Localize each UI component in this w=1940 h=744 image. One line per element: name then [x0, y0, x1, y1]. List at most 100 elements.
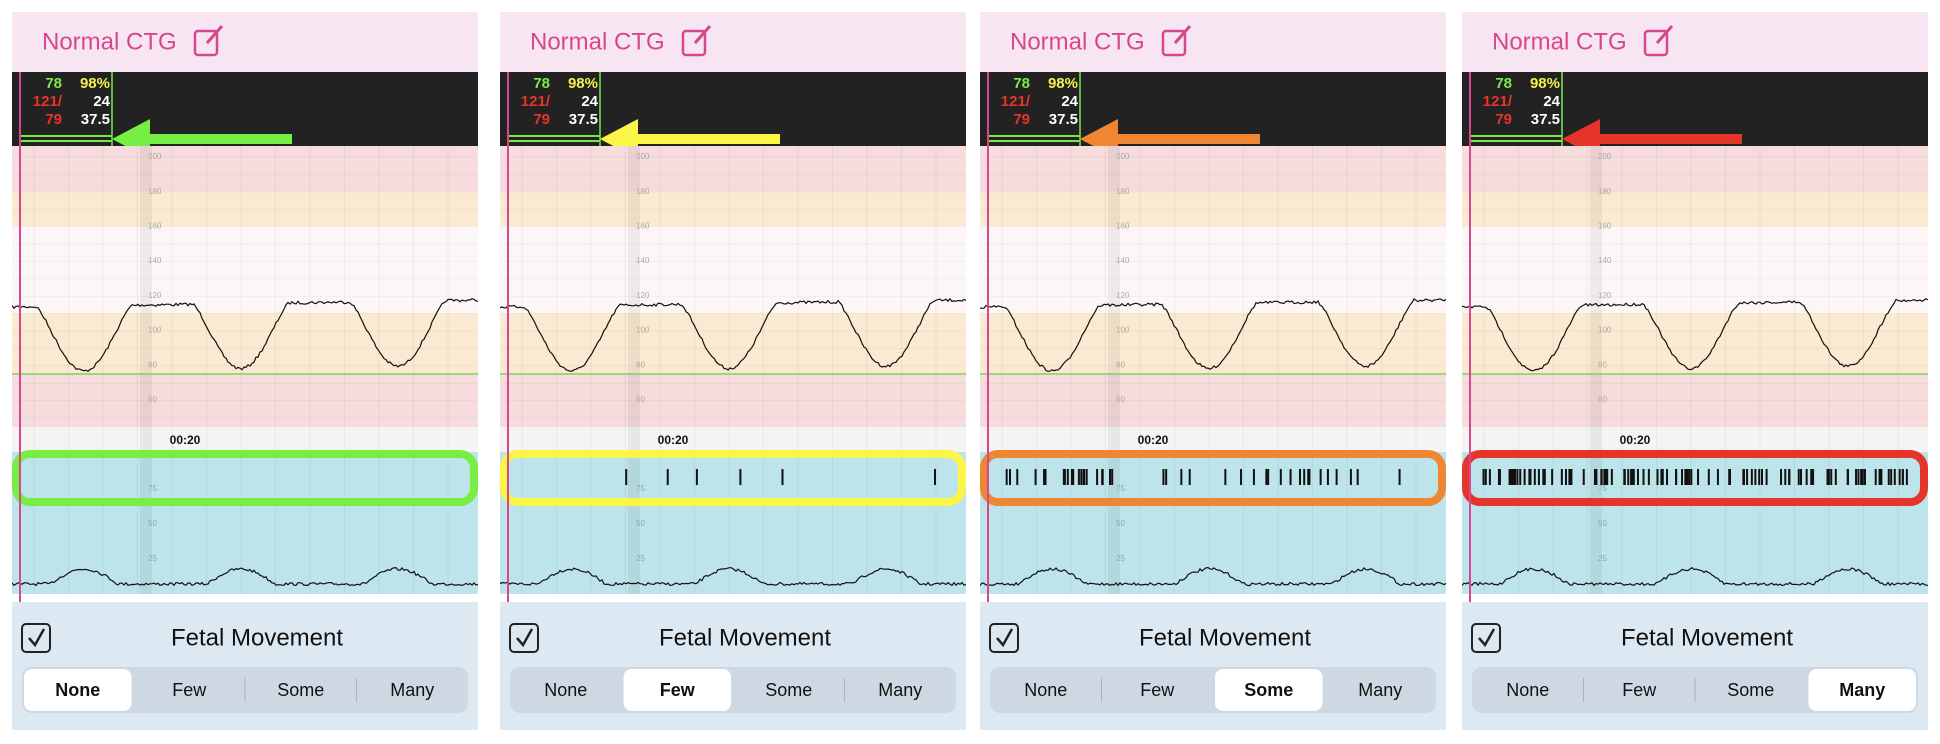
segment-label[interactable]: Few	[1622, 680, 1657, 700]
vital-spo2: 98%	[1048, 75, 1078, 92]
segment-label[interactable]: Few	[172, 680, 207, 700]
movement-mark	[1675, 469, 1678, 485]
segment-label[interactable]: Many	[1358, 680, 1402, 700]
segment-selected[interactable]	[24, 669, 132, 711]
movement-mark	[695, 469, 698, 485]
segment-label[interactable]: Some	[1727, 680, 1774, 700]
edit-pen	[693, 25, 712, 44]
segment-label[interactable]: Some	[277, 680, 324, 700]
segment-label[interactable]: None	[544, 680, 587, 700]
checkbox[interactable]	[21, 623, 51, 653]
movement-mark	[1063, 469, 1066, 485]
time-strip	[12, 427, 478, 452]
movement-mark	[1488, 469, 1491, 485]
movement-mark	[1398, 469, 1401, 485]
checkbox[interactable]	[1471, 623, 1501, 653]
movement-mark	[1797, 469, 1800, 485]
vital-bp: 121/	[33, 93, 63, 110]
title: Normal CTG	[42, 28, 177, 55]
movement-mark	[1482, 469, 1485, 485]
fhr-tick-label: 160	[148, 222, 162, 231]
movement-mark	[1681, 469, 1684, 485]
vital-pulse: 79	[1495, 111, 1512, 128]
movement-mark	[1642, 469, 1645, 485]
movement-mark	[1810, 469, 1813, 485]
vital-bp: 121/	[1001, 93, 1031, 110]
movement-mark	[1299, 469, 1302, 485]
segment-selected[interactable]	[1215, 669, 1323, 711]
movement-mark	[1716, 469, 1719, 485]
movement-mark	[1898, 469, 1901, 485]
movement-mark	[1523, 469, 1526, 485]
movement-mark	[1568, 469, 1571, 485]
movement-mark	[1508, 469, 1511, 485]
movement-mark	[1034, 469, 1037, 485]
movement-mark	[1603, 469, 1606, 485]
movement-mark	[1512, 469, 1515, 485]
zone-red	[1462, 146, 1928, 192]
checkbox[interactable]	[509, 623, 539, 653]
fhr-tick-label: 120	[1116, 291, 1130, 300]
fhr-tick-label: 180	[1116, 187, 1130, 196]
segment-label[interactable]: Many	[390, 680, 434, 700]
time-strip	[500, 427, 966, 452]
movement-mark	[1289, 469, 1292, 485]
toco-area	[12, 452, 478, 594]
zone-orange	[500, 191, 966, 227]
segment-label[interactable]: Few	[1140, 680, 1175, 700]
movement-mark	[933, 469, 936, 485]
edit-icon[interactable]	[193, 29, 219, 57]
vital-hr: 78	[1495, 75, 1512, 92]
movement-mark	[1252, 469, 1255, 485]
segment-label[interactable]: Many	[1839, 680, 1885, 700]
zone-orange	[1462, 313, 1928, 373]
segment-label[interactable]: Some	[1244, 680, 1293, 700]
movement-mark	[1765, 469, 1768, 485]
fhr-tick-label: 180	[148, 187, 162, 196]
segment-label[interactable]: None	[1024, 680, 1067, 700]
movement-mark	[1812, 469, 1815, 485]
movement-mark	[1860, 469, 1863, 485]
zone-normal	[12, 226, 478, 314]
movement-mark	[1707, 469, 1710, 485]
title: Normal CTG	[1010, 28, 1145, 55]
segment-label[interactable]: Few	[660, 680, 696, 700]
segment-label[interactable]: Many	[878, 680, 922, 700]
segment-selected[interactable]	[1808, 669, 1917, 711]
movement-mark	[1066, 469, 1069, 485]
movement-mark	[1570, 469, 1573, 485]
movement-mark	[1799, 469, 1802, 485]
movement-mark	[1307, 469, 1310, 485]
vital-hr: 78	[45, 75, 62, 92]
section-label: Fetal Movement	[171, 624, 343, 651]
toco-tick-label: 25	[1116, 554, 1125, 563]
checkbox[interactable]	[989, 623, 1019, 653]
movement-mark	[1746, 469, 1749, 485]
edit-icon[interactable]	[1643, 29, 1669, 57]
movement-mark	[1240, 469, 1243, 485]
zone-orange	[980, 191, 1446, 227]
movement-mark	[1070, 469, 1073, 485]
movement-mark	[1630, 469, 1633, 485]
fhr-tick-label: 80	[636, 360, 645, 369]
zone-orange	[12, 191, 478, 227]
zone-red	[980, 146, 1446, 192]
zone-orange	[1462, 191, 1928, 227]
segment-label[interactable]: None	[55, 680, 100, 700]
movement-mark	[1564, 469, 1567, 485]
vital-rr: 24	[581, 93, 598, 110]
zone-normal	[980, 226, 1446, 314]
segment-selected[interactable]	[623, 669, 732, 711]
segment-label[interactable]: Some	[765, 680, 812, 700]
edit-icon[interactable]	[681, 29, 707, 57]
movement-mark	[1834, 469, 1837, 485]
movement-mark	[1728, 469, 1731, 485]
toco-tick-label: 50	[1598, 519, 1607, 528]
edit-icon[interactable]	[1161, 29, 1187, 57]
segment-label[interactable]: None	[1506, 680, 1549, 700]
movement-mark	[1162, 469, 1165, 485]
zone-normal	[1462, 226, 1928, 314]
fhr-tick-label: 200	[1116, 152, 1130, 161]
section-label: Fetal Movement	[1621, 624, 1793, 651]
